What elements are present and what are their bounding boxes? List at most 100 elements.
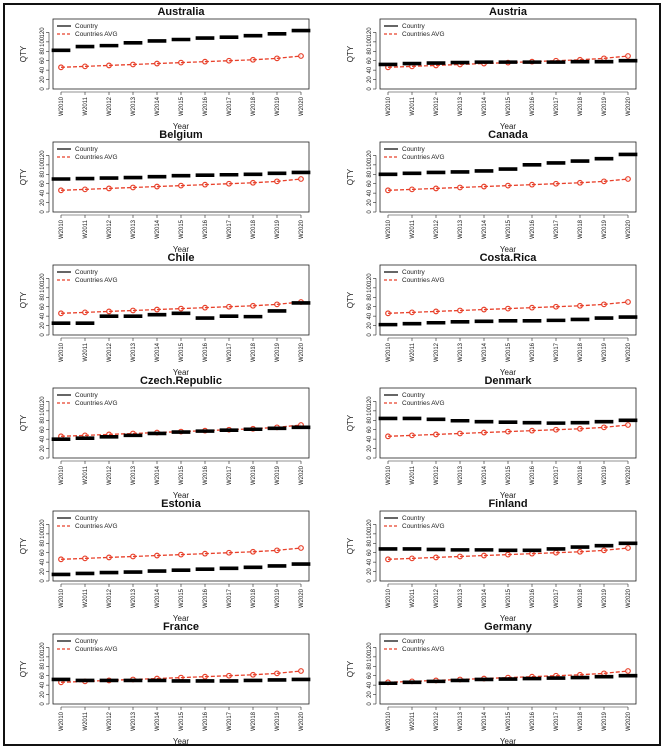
y-tick-label: 40 (367, 66, 373, 73)
y-tick-label: 60 (367, 672, 373, 679)
legend-country-label: Country (402, 146, 426, 153)
avg-point (409, 309, 415, 316)
x-tick-label: W2012 (107, 219, 113, 239)
avg-point (457, 307, 463, 314)
avg-point (505, 551, 511, 558)
legend-avg-label: Countries AVG (402, 523, 445, 530)
legend-avg-label: Countries AVG (75, 400, 118, 407)
y-tick-label: 120 (40, 27, 46, 38)
y-axis-label: QTY (19, 45, 28, 62)
x-tick-label: W2012 (107, 465, 113, 485)
x-tick-label: W2016 (203, 711, 209, 731)
x-tick-label: W2013 (458, 465, 464, 485)
x-tick-label: W2016 (530, 588, 536, 608)
legend-country-label: Country (402, 23, 426, 30)
x-tick-label: W2013 (458, 342, 464, 362)
y-tick-label: 100 (40, 405, 46, 416)
x-axis-label: Year (500, 122, 517, 131)
x-tick-label: W2013 (131, 219, 137, 239)
y-tick-label: 100 (367, 651, 373, 662)
avg-point (178, 551, 184, 558)
y-tick-label: 80 (367, 662, 373, 669)
x-tick-label: W2018 (578, 711, 584, 731)
panel-title: Australia (157, 6, 205, 18)
y-tick-label: 20 (367, 322, 373, 329)
y-tick-label: 100 (40, 651, 46, 662)
x-tick-label: W2015 (179, 96, 185, 116)
avg-point (250, 56, 256, 63)
y-tick-label: 20 (367, 691, 373, 698)
x-tick-label: W2020 (626, 588, 632, 608)
y-axis-label: QTY (346, 414, 355, 431)
x-tick-label: W2014 (482, 588, 488, 608)
x-tick-label: W2013 (458, 711, 464, 731)
avg-point (505, 305, 511, 312)
x-tick-label: W2013 (131, 342, 137, 362)
x-tick-label: W2010 (386, 588, 392, 608)
y-tick-label: 0 (367, 456, 373, 460)
y-tick-label: 20 (367, 568, 373, 575)
y-axis-label: QTY (19, 537, 28, 554)
x-tick-label: W2019 (275, 711, 281, 731)
avg-point (481, 306, 487, 313)
y-tick-label: 100 (40, 282, 46, 293)
x-tick-label: W2012 (107, 711, 113, 731)
x-tick-label: W2011 (83, 96, 89, 115)
figure-frame: Australia 0 20 40 60 80 100 120 QTY W2010 W2011 W20… (3, 3, 661, 746)
y-tick-label: 0 (40, 702, 46, 706)
plot-box (52, 141, 310, 213)
y-tick-label: 60 (40, 426, 46, 433)
x-tick-label: W2017 (554, 588, 560, 608)
avg-point (226, 303, 232, 310)
y-tick-label: 0 (40, 456, 46, 460)
avg-point (202, 550, 208, 557)
series-avg-line (60, 301, 302, 314)
avg-point (58, 310, 64, 317)
avg-point (58, 64, 64, 71)
x-tick-label: W2012 (434, 342, 440, 362)
y-tick-label: 80 (40, 662, 46, 669)
x-tick-label: W2010 (59, 465, 65, 485)
x-axis-label: Year (173, 737, 190, 744)
avg-point (553, 180, 559, 187)
panel-title: Estonia (161, 498, 202, 510)
x-tick-label: W2013 (131, 96, 137, 116)
x-tick-label: W2010 (59, 342, 65, 362)
x-tick-label: W2011 (83, 711, 89, 730)
avg-point (58, 187, 64, 194)
x-tick-label: W2013 (131, 588, 137, 608)
series-avg-line (387, 301, 629, 314)
y-tick-label: 60 (40, 57, 46, 64)
y-tick-label: 120 (40, 642, 46, 653)
avg-point (298, 176, 304, 182)
avg-point (250, 179, 256, 186)
y-tick-label: 100 (367, 528, 373, 539)
avg-point (130, 184, 136, 191)
plot-box (52, 264, 310, 336)
avg-point (625, 176, 631, 182)
panel-title: Austria (489, 6, 528, 18)
avg-point (601, 547, 607, 554)
series-avg-line (60, 178, 302, 191)
avg-point (553, 426, 559, 433)
panel-title: Germany (484, 621, 533, 633)
avg-point (481, 552, 487, 559)
y-tick-label: 120 (40, 519, 46, 530)
y-tick-label: 0 (40, 333, 46, 337)
avg-point (457, 430, 463, 437)
legend-country-label: Country (75, 515, 99, 522)
y-tick-label: 20 (40, 76, 46, 83)
y-tick-label: 100 (40, 159, 46, 170)
x-tick-label: W2013 (458, 588, 464, 608)
avg-point (457, 553, 463, 560)
x-tick-label: W2014 (155, 342, 161, 362)
avg-point (625, 299, 631, 305)
panel-title: Czech.Republic (140, 375, 222, 387)
y-tick-label: 120 (367, 642, 373, 653)
